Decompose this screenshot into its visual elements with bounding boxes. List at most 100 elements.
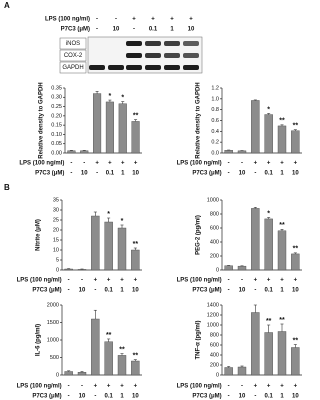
y-tick-label: 0.8 [211, 107, 219, 113]
condition-value: 0.1 [104, 288, 113, 294]
condition-label: P7C3 (μM) [35, 171, 64, 177]
condition-label: P7C3 (μM) [61, 27, 90, 33]
condition-value: + [267, 161, 271, 167]
condition-value: 10 [292, 171, 299, 177]
y-tick-label: 0.00 [51, 150, 62, 156]
condition-value: + [134, 278, 138, 284]
bar [277, 125, 287, 154]
condition-value: 10 [132, 171, 139, 177]
y-tick-label: 1200 [207, 312, 219, 318]
condition-value: 10 [292, 288, 299, 294]
bar [291, 130, 300, 154]
bar [104, 341, 113, 376]
y-axis-label: PEG-2 (pg/ml) [196, 215, 202, 255]
y-tick-label: 200 [210, 362, 219, 368]
condition-value: - [81, 278, 83, 284]
y-tick-label: 600 [210, 342, 219, 348]
condition-value: 10 [79, 394, 86, 400]
condition-value: - [68, 394, 70, 400]
y-tick-label: 0.20 [51, 113, 62, 119]
blot-band [145, 53, 161, 58]
y-tick-label: 10 [53, 247, 59, 253]
condition-value: - [83, 161, 85, 167]
condition-value: + [94, 278, 98, 284]
significance: * [107, 211, 110, 218]
significance: * [267, 210, 270, 217]
condition-value: 0.1 [264, 171, 273, 177]
y-tick-label: 600 [210, 225, 219, 231]
bar [277, 331, 287, 376]
y-tick-label: 0.35 [51, 85, 62, 91]
bar [67, 150, 76, 154]
condition-value: - [228, 288, 230, 294]
bar [291, 253, 300, 271]
y-tick-label: 0.05 [51, 141, 62, 147]
bar [93, 93, 102, 154]
condition-value: - [70, 171, 72, 177]
condition-label: LPS (100 ng/ml) [177, 278, 222, 284]
condition-value: 1 [280, 171, 284, 177]
condition-label: LPS (100 ng/ml) [177, 384, 222, 390]
bar [131, 360, 140, 376]
blot-band [126, 41, 142, 46]
condition-value: - [96, 171, 98, 177]
panel-label: B [4, 183, 10, 192]
y-axis-label: Relative density to GAPDH [39, 82, 45, 158]
bar [64, 268, 73, 271]
blot-band [164, 41, 180, 46]
panel-label: A [4, 1, 10, 10]
y-tick-label: 0.0 [211, 150, 219, 156]
y-tick-label: 0 [216, 372, 219, 378]
significance: ** [279, 222, 285, 229]
y-axis-label: IL-6 (pg/ml) [36, 324, 42, 356]
figure: A B LPS (100 ng/ml) - - + + + +P7C3 (μM) -10-0.… [4, 1, 302, 400]
y-tick-label: 35 [53, 197, 59, 203]
y-tick-label: 400 [210, 239, 219, 245]
condition-value: 10 [188, 27, 195, 33]
y-axis-label: TNF-α (pg/ml) [196, 320, 202, 359]
condition-value: + [108, 161, 112, 167]
y-tick-label: 1.2 [211, 85, 219, 91]
blot-band [145, 65, 161, 70]
significance: * [121, 94, 124, 101]
significance: * [267, 106, 270, 113]
condition-label: P7C3 (μM) [32, 288, 61, 294]
bar [77, 269, 87, 271]
bar [251, 208, 260, 271]
condition-value: - [228, 394, 230, 400]
condition-value: 1 [120, 288, 124, 294]
significance: ** [279, 317, 285, 324]
condition-label: LPS (100 ng/ml) [17, 278, 62, 284]
bar [277, 230, 287, 271]
condition-value: 1 [170, 27, 174, 33]
significance: ** [133, 352, 139, 359]
condition-value: 0.1 [264, 394, 273, 400]
condition-value: + [189, 17, 193, 23]
y-tick-label: 0.6 [211, 118, 219, 124]
condition-value: + [280, 161, 284, 167]
condition-value: - [254, 394, 256, 400]
bar [80, 150, 89, 154]
band-label: iNOS [66, 41, 80, 47]
blot-band [108, 65, 124, 70]
bar [91, 215, 100, 271]
significance: * [121, 218, 124, 225]
y-tick-label: 1.0 [211, 96, 219, 102]
y-tick-label: 5 [56, 257, 59, 263]
y-tick-label: 1400 [207, 302, 219, 308]
y-axis-label: Relative density to GAPDH [196, 82, 202, 158]
significance: ** [293, 123, 299, 130]
condition-label: LPS (100 ng/ml) [19, 161, 64, 167]
condition-value: + [132, 17, 136, 23]
blot-band [89, 65, 105, 70]
condition-value: + [134, 384, 138, 390]
condition-value: - [228, 171, 230, 177]
condition-value: + [121, 161, 125, 167]
condition-value: - [228, 384, 230, 390]
condition-value: 10 [132, 288, 139, 294]
y-tick-label: 2000 [47, 302, 59, 308]
blot-band [183, 41, 199, 46]
condition-value: - [94, 288, 96, 294]
condition-value: - [96, 17, 98, 23]
y-axis-label: Nitrite (μM) [36, 219, 42, 251]
